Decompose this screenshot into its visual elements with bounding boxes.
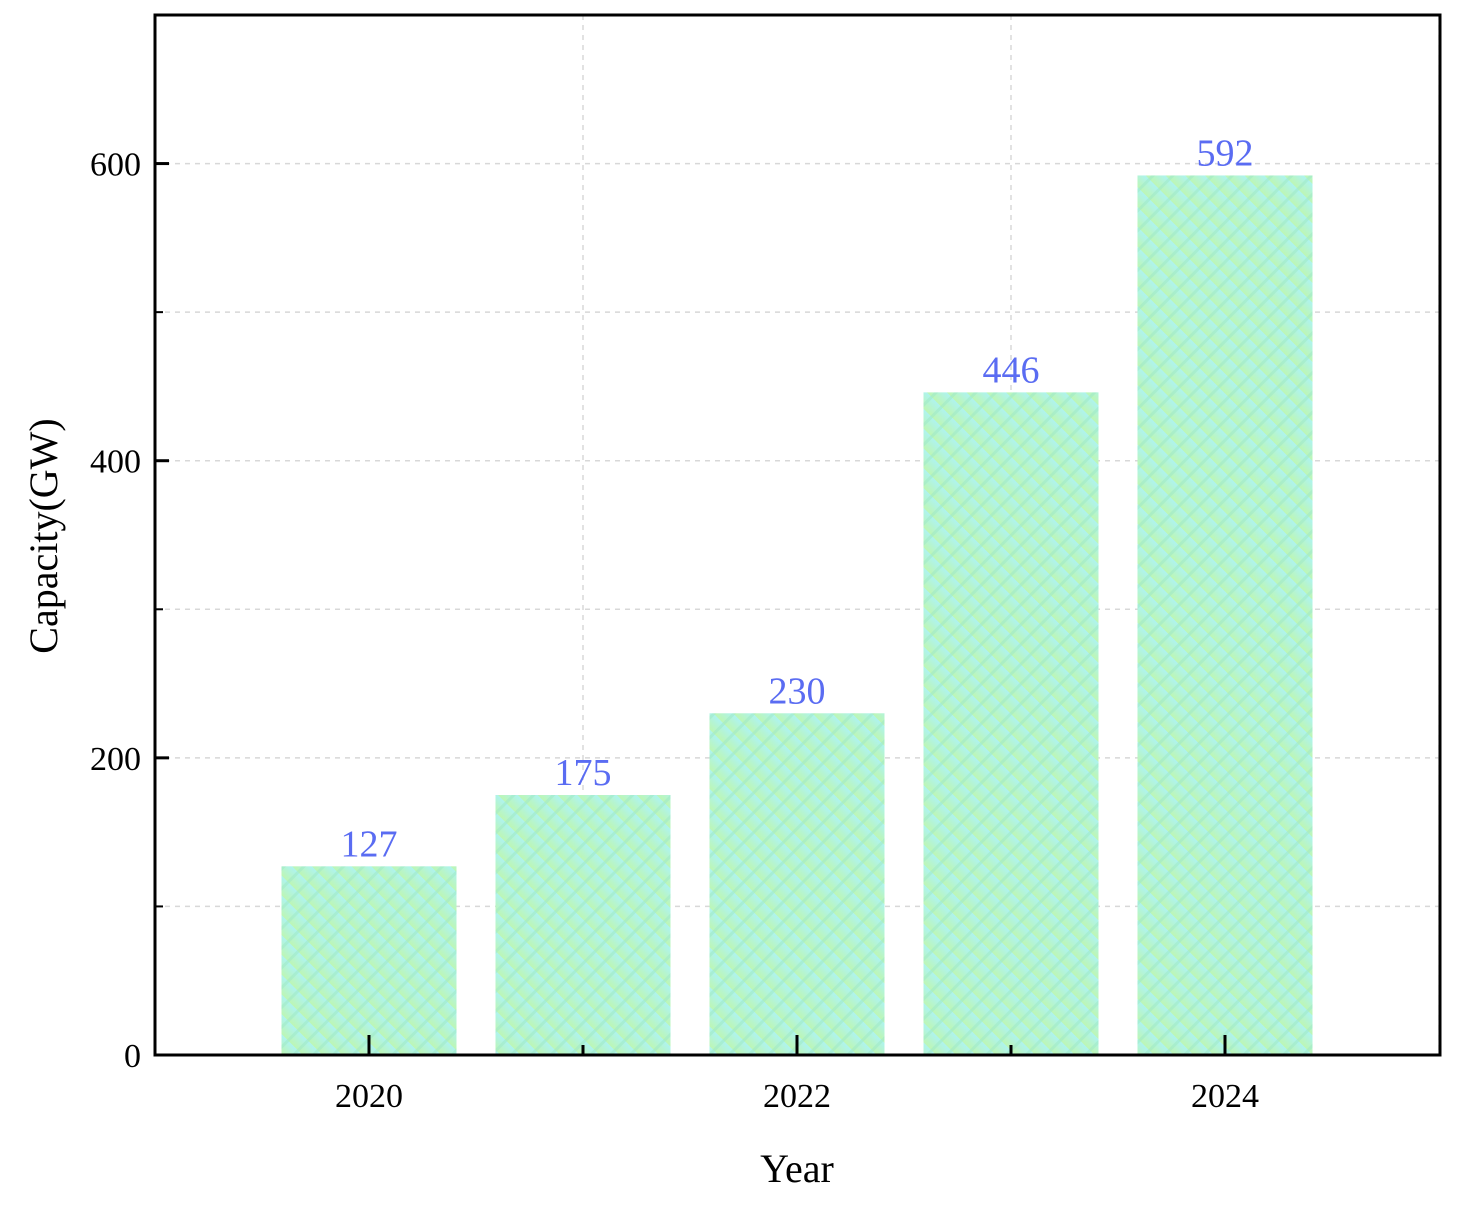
y-tick-label: 600 [90,147,141,184]
x-axis-ticks: 2020 2022 2024 [335,1035,1259,1115]
x-tick-label: 2022 [763,1078,831,1115]
y-tick-label: 0 [124,1038,141,1075]
y-axis-ticks: 0 200 400 600 [90,147,169,1075]
data-label-2021: 175 [555,752,612,794]
x-axis-label: Year [760,1146,834,1191]
data-label-2023: 446 [983,349,1040,391]
bar-2024 [1137,175,1313,1055]
y-tick-label: 200 [90,741,141,778]
bar-2023 [923,392,1099,1055]
y-tick-label: 400 [90,444,141,481]
bar-2021 [495,795,671,1055]
data-labels: 127 175 230 446 592 [341,132,1254,865]
data-label-2022: 230 [769,670,826,712]
x-tick-label: 2020 [335,1078,403,1115]
data-label-2020: 127 [341,823,398,865]
bar-2020 [281,866,457,1055]
x-tick-label: 2024 [1191,1078,1259,1115]
bar-2022 [709,713,885,1055]
bars [281,175,1313,1055]
y-axis-label: Capacity(GW) [21,418,66,653]
data-label-2024: 592 [1197,132,1254,174]
